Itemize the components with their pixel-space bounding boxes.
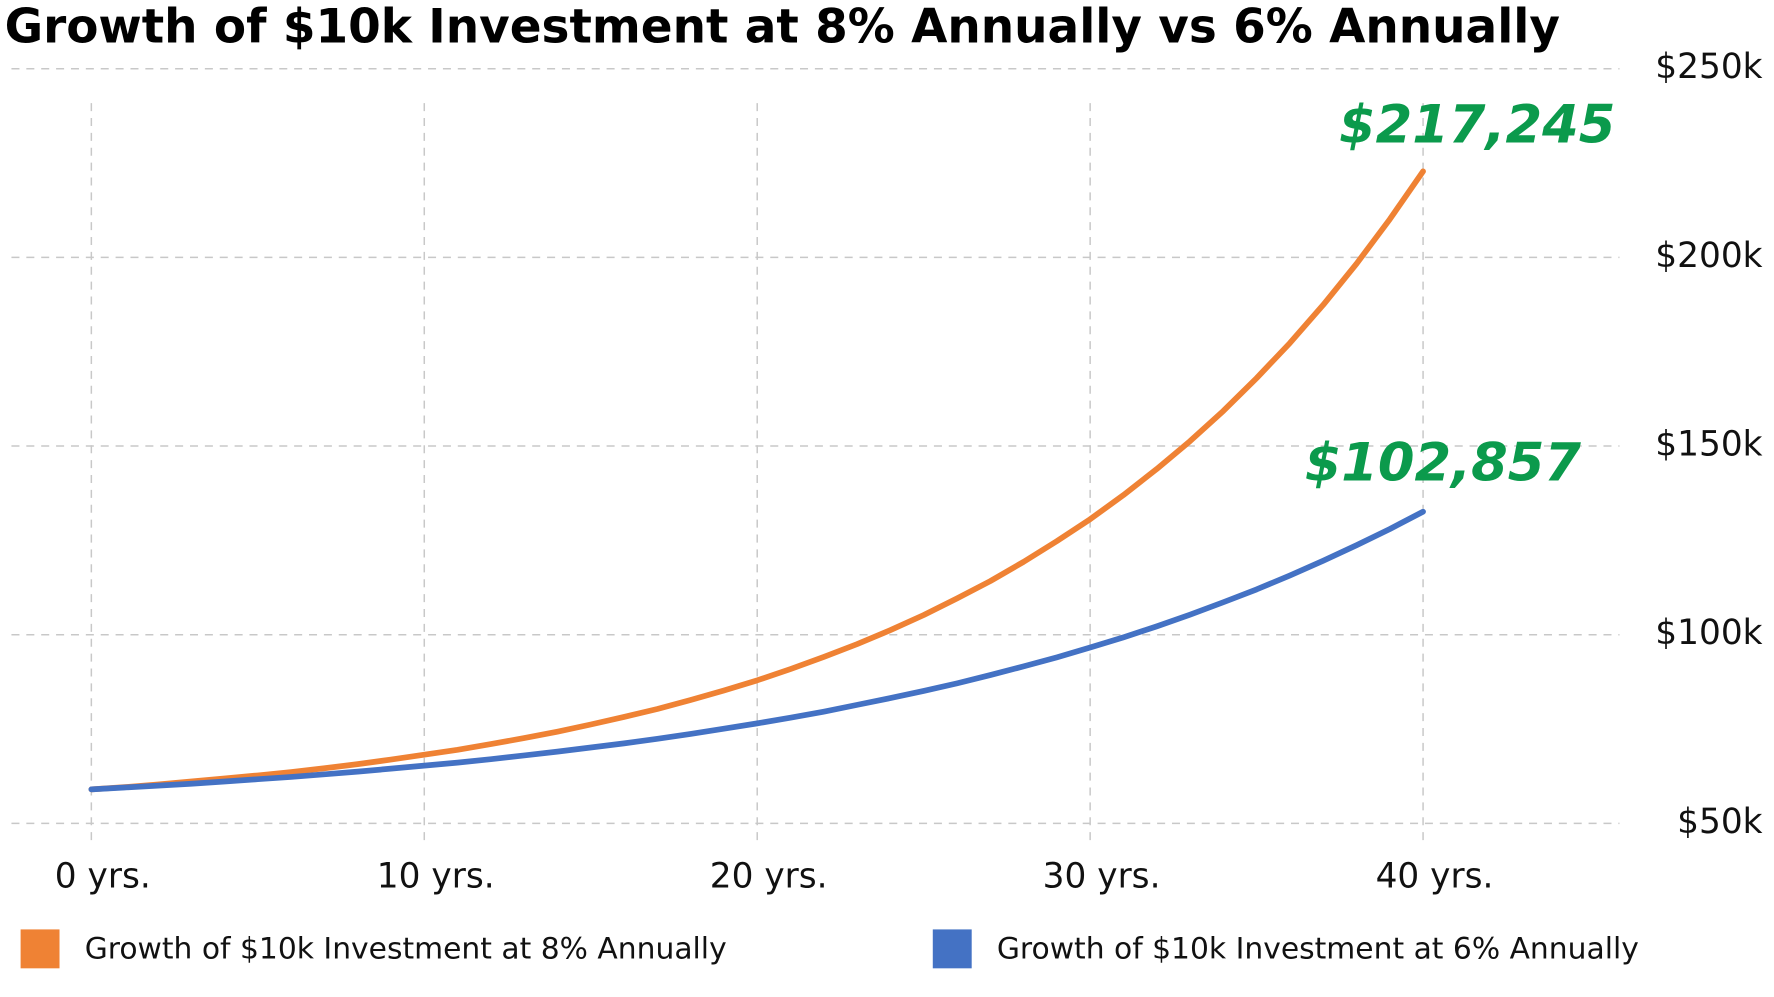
series-line bbox=[88, 508, 1426, 793]
y-tick-label: $200k bbox=[1655, 236, 1762, 276]
x-tick-label: 20 yrs. bbox=[710, 856, 828, 896]
legend-swatch bbox=[932, 929, 972, 969]
chart-title: Growth of $10k Investment at 8% Annually… bbox=[5, 0, 1560, 54]
legend-label: Growth of $10k Investment at 6% Annually bbox=[997, 932, 1639, 967]
y-tick-label: $50k bbox=[1677, 802, 1763, 842]
y-tick-label: $100k bbox=[1655, 613, 1762, 653]
legend-label: Growth of $10k Investment at 8% Annually bbox=[85, 932, 727, 967]
x-tick-label: 10 yrs. bbox=[377, 856, 495, 896]
series-line bbox=[88, 168, 1426, 793]
y-tick-label: $250k bbox=[1655, 47, 1762, 87]
annotation: $217,245 bbox=[1339, 95, 1615, 156]
x-tick-label: 30 yrs. bbox=[1043, 856, 1161, 896]
legend-swatch bbox=[20, 929, 60, 969]
x-tick-label: 0 yrs. bbox=[55, 856, 151, 896]
y-tick-label: $150k bbox=[1655, 425, 1762, 465]
annotation: $102,857 bbox=[1305, 433, 1582, 494]
x-tick-label: 40 yrs. bbox=[1376, 856, 1494, 896]
